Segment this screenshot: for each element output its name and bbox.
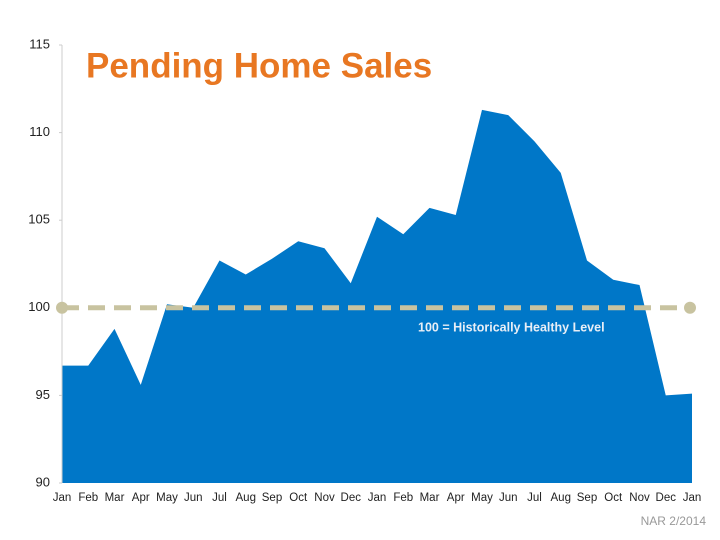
y-tick-label: 105 [28, 212, 50, 227]
x-tick-label: Jun [184, 492, 203, 504]
x-tick-label: Jul [527, 492, 542, 504]
x-tick-label: Feb [393, 492, 413, 504]
x-tick-label: Jul [212, 492, 227, 504]
source-note: NAR 2/2014 [641, 514, 707, 528]
x-tick-label: Jan [53, 492, 72, 504]
x-tick-label: Sep [577, 492, 597, 504]
x-tick-label: Jun [499, 492, 518, 504]
plot-area [62, 109, 692, 483]
x-tick-label: Oct [289, 492, 308, 504]
x-tick-label: Oct [604, 492, 623, 504]
x-tick-label: Nov [629, 492, 650, 504]
y-tick-label: 110 [29, 124, 50, 139]
reference-label: 100 = Historically Healthy Level [418, 320, 605, 334]
chart-title: Pending Home Sales [86, 46, 432, 85]
x-tick-label: Sep [262, 492, 282, 504]
x-tick-label: May [471, 492, 493, 504]
x-tick-label: Mar [105, 492, 125, 504]
x-tick-label: Mar [420, 492, 440, 504]
x-tick-label: Nov [314, 492, 335, 504]
x-tick-label: Jan [368, 492, 387, 504]
area [62, 109, 692, 483]
reference-dot [56, 301, 68, 314]
x-tick-label: Apr [447, 492, 465, 504]
y-tick-label: 95 [36, 387, 50, 402]
y-tick-label: 115 [29, 36, 50, 51]
x-tick-label: Dec [341, 492, 362, 504]
x-tick-label: Aug [551, 492, 571, 504]
x-tick-label: May [156, 492, 178, 504]
x-tick-label: Jan [683, 492, 702, 504]
x-tick-label: Feb [78, 492, 98, 504]
x-tick-label: Apr [132, 492, 150, 504]
y-tick-label: 90 [36, 474, 50, 489]
y-tick-label: 100 [28, 299, 50, 314]
x-tick-label: Dec [656, 492, 677, 504]
reference-dot [684, 301, 696, 314]
x-tick-label: Aug [236, 492, 256, 504]
